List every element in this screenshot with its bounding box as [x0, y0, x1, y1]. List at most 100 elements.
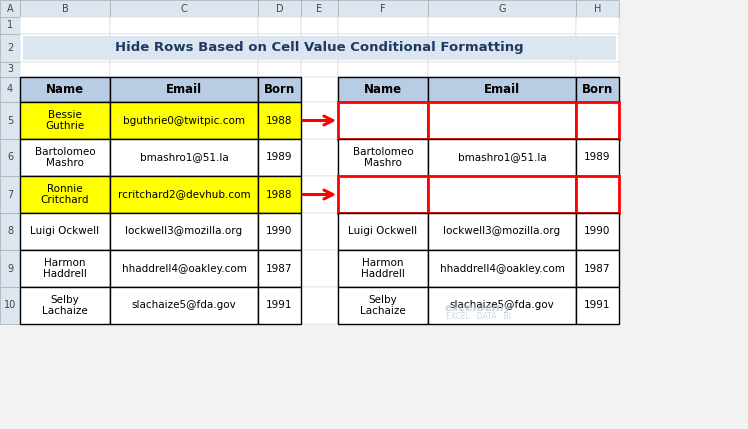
Bar: [258, 287, 301, 324]
Bar: [576, 77, 619, 102]
Bar: [20, 250, 110, 287]
Bar: [20, 213, 110, 250]
Text: D: D: [276, 3, 283, 13]
Bar: [428, 102, 576, 139]
Text: hhaddrell4@oakley.com: hhaddrell4@oakley.com: [440, 263, 565, 274]
Bar: [301, 102, 338, 139]
Text: E: E: [316, 3, 322, 13]
Bar: [428, 77, 576, 102]
Text: Harmon
Haddrell: Harmon Haddrell: [361, 258, 405, 279]
Bar: [301, 0, 338, 17]
Bar: [20, 62, 110, 77]
Bar: [0, 77, 20, 102]
Text: 5: 5: [7, 115, 13, 126]
Bar: [258, 176, 301, 213]
Bar: [20, 77, 110, 102]
Bar: [428, 213, 576, 250]
Bar: [428, 77, 576, 102]
Bar: [0, 17, 20, 34]
Bar: [338, 102, 428, 139]
Text: 1988: 1988: [266, 115, 292, 126]
Bar: [20, 287, 110, 324]
Bar: [20, 176, 110, 213]
Bar: [0, 213, 20, 250]
Bar: [258, 34, 301, 62]
Text: 8: 8: [7, 227, 13, 236]
Text: 1987: 1987: [584, 263, 611, 274]
Bar: [338, 250, 428, 287]
Bar: [428, 250, 576, 287]
Bar: [576, 213, 619, 250]
Bar: [110, 17, 258, 34]
Text: exceldemy: exceldemy: [445, 303, 512, 314]
Text: 1990: 1990: [584, 227, 610, 236]
Bar: [338, 139, 428, 176]
Text: Selby
Lachaize: Selby Lachaize: [360, 295, 406, 316]
Text: 1990: 1990: [266, 227, 292, 236]
Bar: [20, 102, 110, 139]
Bar: [428, 287, 576, 324]
Bar: [338, 250, 428, 287]
Bar: [576, 139, 619, 176]
Bar: [338, 287, 428, 324]
Bar: [338, 102, 428, 139]
Bar: [428, 287, 576, 324]
Bar: [338, 139, 428, 176]
Text: lockwell3@mozilla.org: lockwell3@mozilla.org: [126, 227, 242, 236]
Bar: [338, 17, 428, 34]
Text: slachaize5@fda.gov: slachaize5@fda.gov: [132, 300, 236, 311]
Bar: [428, 34, 576, 62]
Bar: [258, 213, 301, 250]
Bar: [301, 139, 338, 176]
Text: 1988: 1988: [266, 190, 292, 199]
Bar: [258, 250, 301, 287]
Bar: [0, 102, 20, 139]
Bar: [258, 17, 301, 34]
Bar: [0, 62, 20, 77]
Bar: [576, 17, 619, 34]
Text: 1987: 1987: [266, 263, 292, 274]
Text: lockwell3@mozilla.org: lockwell3@mozilla.org: [444, 227, 560, 236]
Bar: [20, 34, 110, 62]
Bar: [428, 17, 576, 34]
Bar: [110, 287, 258, 324]
Bar: [258, 77, 301, 102]
Text: slachaize5@fda.gov: slachaize5@fda.gov: [450, 300, 554, 311]
Text: 2: 2: [7, 43, 13, 53]
Bar: [301, 34, 338, 62]
Bar: [301, 77, 338, 102]
Bar: [576, 102, 619, 139]
Bar: [110, 102, 258, 139]
Bar: [20, 176, 110, 213]
Text: 1989: 1989: [266, 152, 292, 163]
Bar: [338, 213, 428, 250]
Text: bmashro1@51.la: bmashro1@51.la: [140, 152, 228, 163]
Text: B: B: [61, 3, 68, 13]
Bar: [576, 102, 619, 139]
Text: Name: Name: [46, 83, 84, 96]
Text: 1989: 1989: [584, 152, 611, 163]
Bar: [301, 62, 338, 77]
Bar: [428, 102, 576, 139]
Bar: [576, 287, 619, 324]
Text: Born: Born: [264, 83, 295, 96]
Bar: [110, 139, 258, 176]
Bar: [338, 176, 428, 213]
Text: Luigi Ockwell: Luigi Ockwell: [349, 227, 417, 236]
Bar: [110, 77, 258, 102]
Bar: [258, 139, 301, 176]
Bar: [428, 176, 576, 213]
Bar: [258, 77, 301, 102]
Bar: [301, 213, 338, 250]
Bar: [0, 34, 20, 62]
Bar: [110, 287, 258, 324]
Text: Selby
Lachaize: Selby Lachaize: [42, 295, 88, 316]
Bar: [576, 77, 619, 102]
Bar: [20, 17, 110, 34]
Bar: [258, 287, 301, 324]
Bar: [301, 176, 338, 213]
Bar: [258, 250, 301, 287]
Bar: [576, 62, 619, 77]
Text: hhaddrell4@oakley.com: hhaddrell4@oakley.com: [122, 263, 246, 274]
Bar: [110, 77, 258, 102]
